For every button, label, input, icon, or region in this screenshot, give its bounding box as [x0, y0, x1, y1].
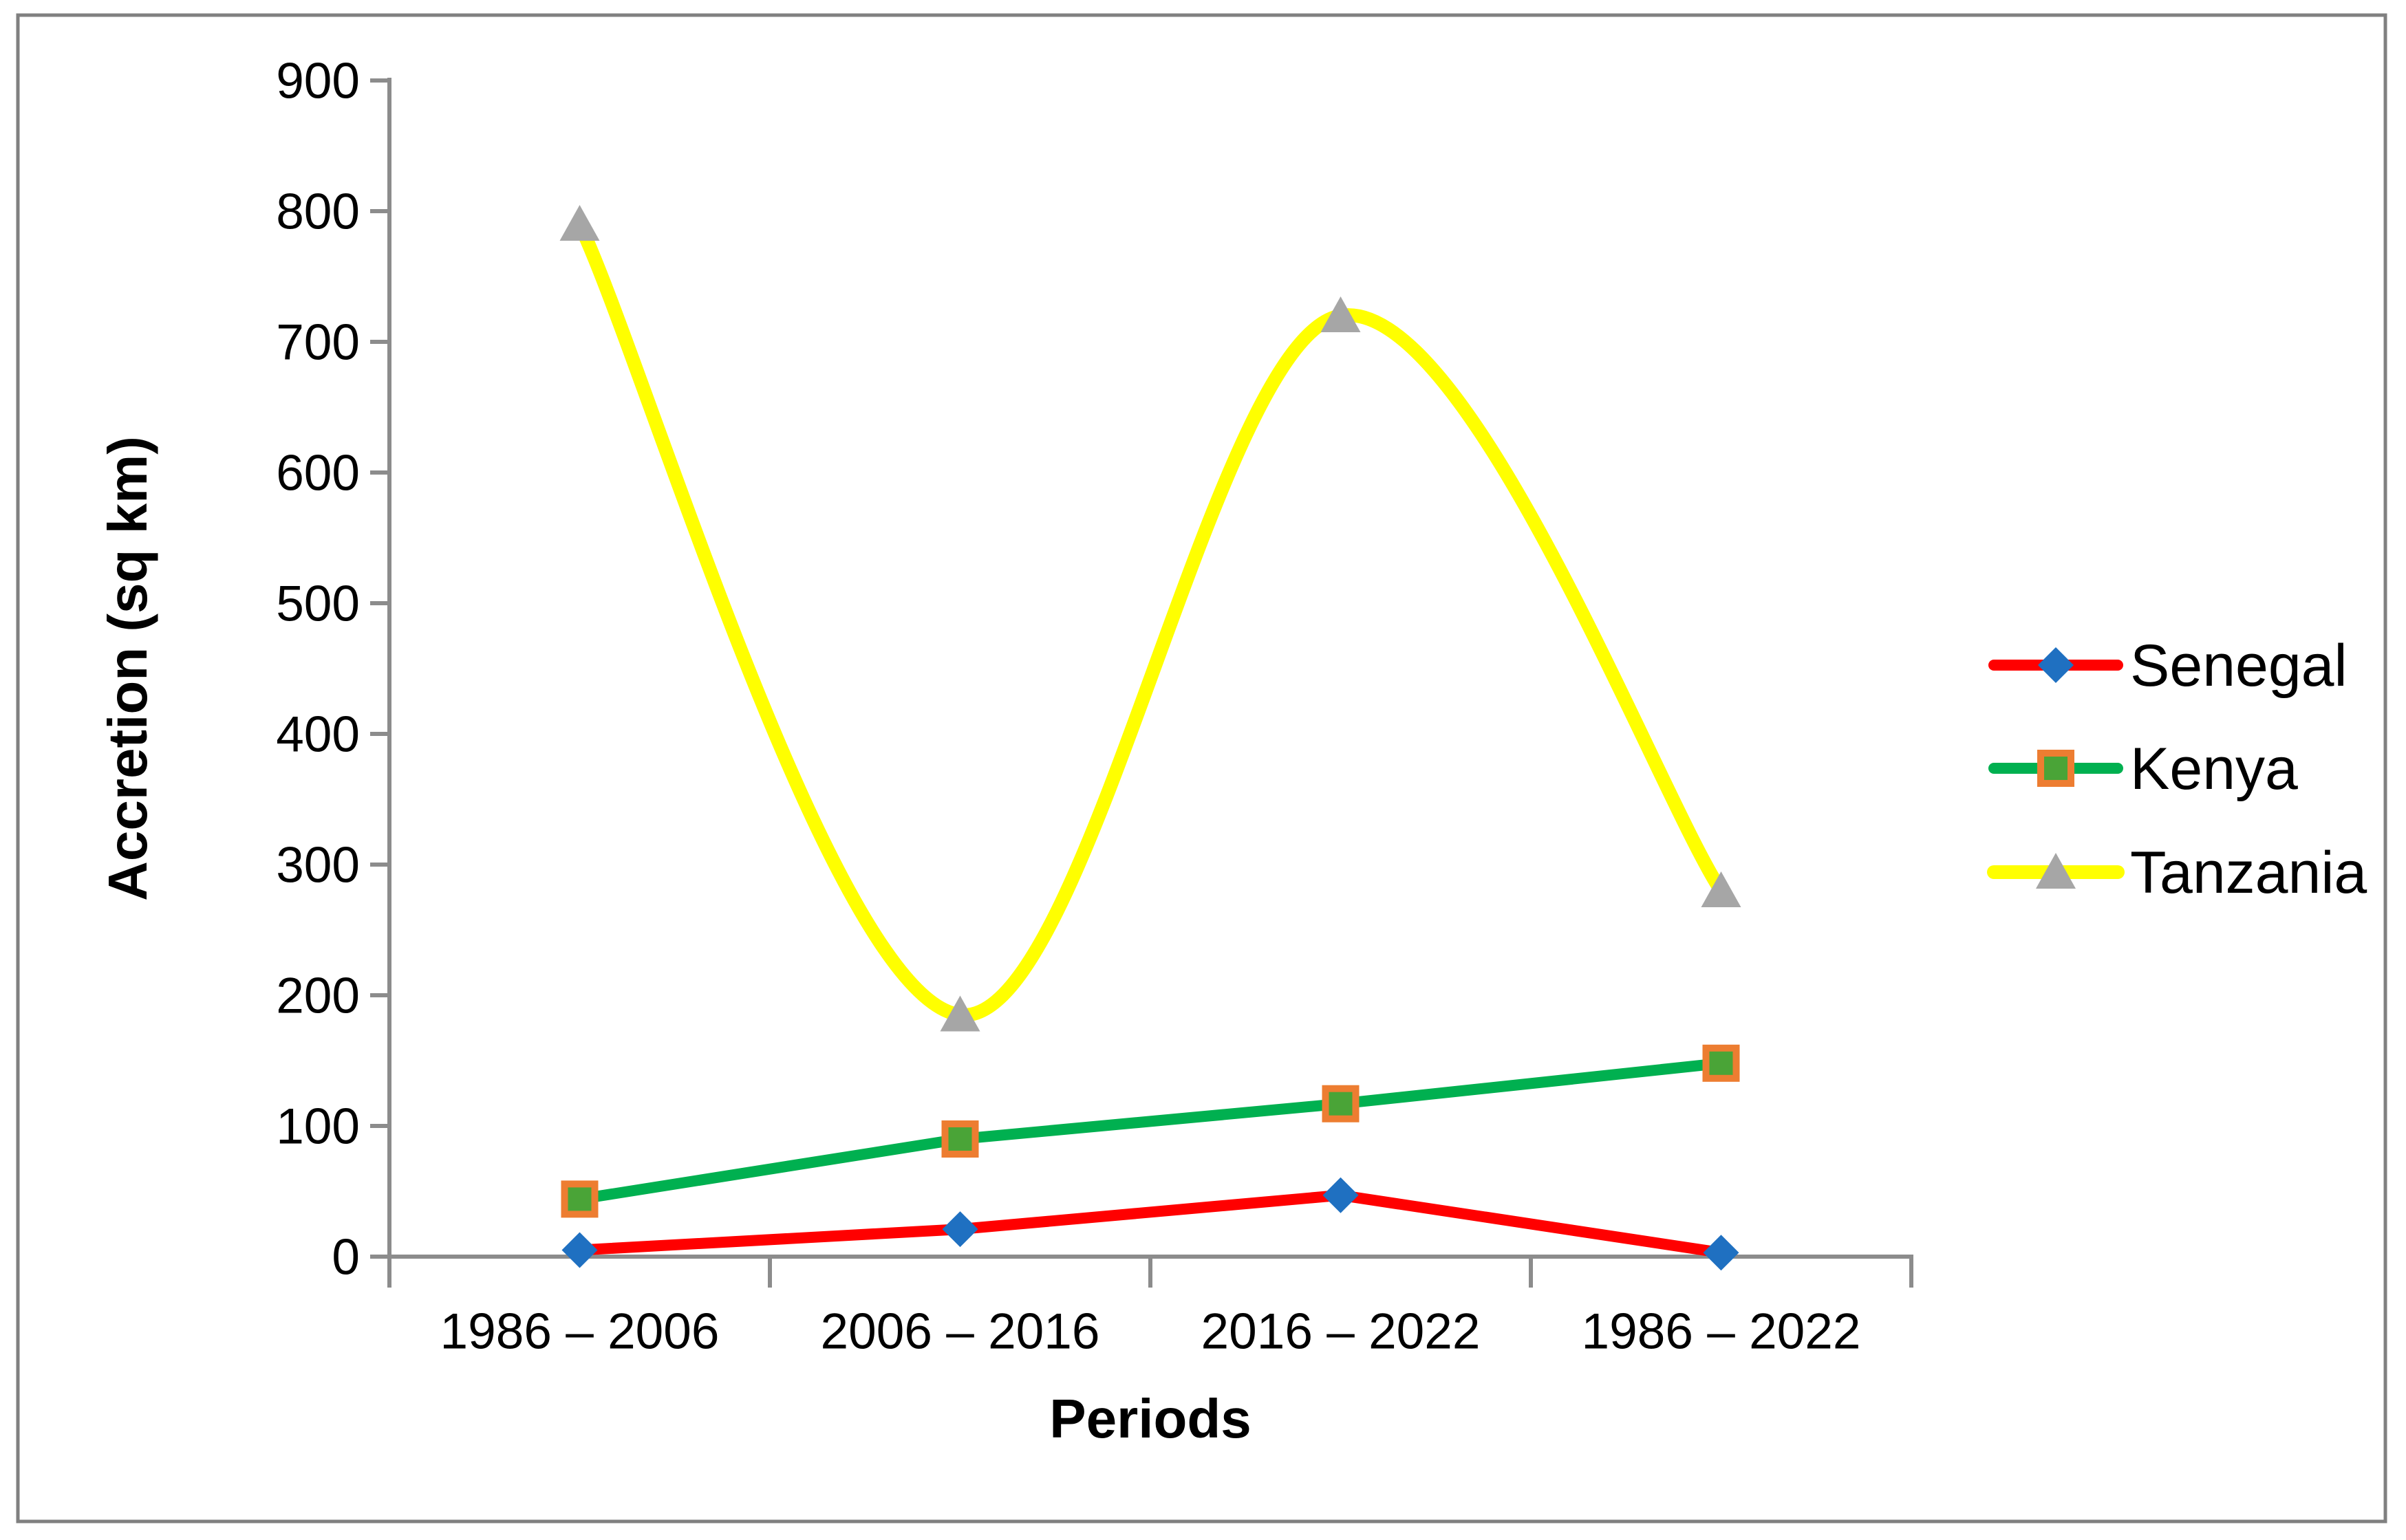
y-tick-label: 800 [276, 184, 360, 240]
y-tick-label: 900 [276, 54, 360, 109]
y-tick-label: 600 [276, 446, 360, 501]
legend-label: Tanzania [2130, 840, 2367, 906]
axes: 0 100 200 300 400 500 600 700 800 900 1986 – 2006 2… [97, 54, 1913, 1449]
x-tick-label: 2016 – 2022 [1201, 1304, 1481, 1360]
series-senegal [561, 1177, 1739, 1271]
figure-border [16, 13, 2387, 1523]
legend-label: Kenya [2130, 736, 2298, 802]
kenya-marker-square [561, 1180, 599, 1218]
y-axis-title: Accretion (sq km) [97, 436, 158, 901]
legend-item-senegal: Senegal [1988, 633, 2348, 699]
series-tanzania [559, 205, 1741, 1032]
kenya-marker-square [2037, 750, 2074, 787]
series-kenya [561, 1044, 1740, 1218]
kenya-marker-square [941, 1120, 979, 1158]
kenya-marker-square [1322, 1085, 1360, 1123]
y-tick-label: 200 [276, 968, 360, 1024]
y-tick-label: 500 [276, 576, 360, 632]
y-tick-label: 0 [332, 1230, 360, 1286]
tanzania-marker-triangle [2036, 853, 2076, 889]
kenya-line [574, 1057, 1727, 1205]
senegal-marker-diamond [1703, 1235, 1739, 1271]
senegal-marker-diamond [1322, 1177, 1359, 1213]
senegal-marker-diamond [942, 1211, 978, 1248]
legend-label: Senegal [2130, 633, 2348, 699]
x-tick-label: 1986 – 2006 [440, 1304, 720, 1360]
tanzania-marker-triangle [559, 205, 600, 241]
kenya-marker-square [1702, 1044, 1740, 1082]
legend-item-kenya: Kenya [1988, 736, 2298, 802]
legend-item-tanzania: Tanzania [1987, 840, 2367, 906]
y-tick-label: 300 [276, 838, 360, 893]
y-tick-label: 100 [276, 1099, 360, 1155]
tanzania-marker-triangle [1701, 871, 1741, 907]
tanzania-marker-triangle [940, 995, 980, 1032]
x-tick-label: 1986 – 2022 [1582, 1304, 1861, 1360]
y-tick-label: 400 [276, 707, 360, 763]
x-tick-label: 2006 – 2016 [821, 1304, 1100, 1360]
legend: Senegal Kenya Tanzania [1987, 633, 2367, 906]
x-axis-title: Periods [1049, 1388, 1251, 1449]
tanzania-marker-triangle [1320, 296, 1361, 332]
y-tick-label: 700 [276, 315, 360, 371]
senegal-line [574, 1189, 1727, 1259]
senegal-marker-diamond [2038, 647, 2074, 683]
senegal-marker-diamond [561, 1232, 598, 1268]
tanzania-line [572, 217, 1728, 1022]
